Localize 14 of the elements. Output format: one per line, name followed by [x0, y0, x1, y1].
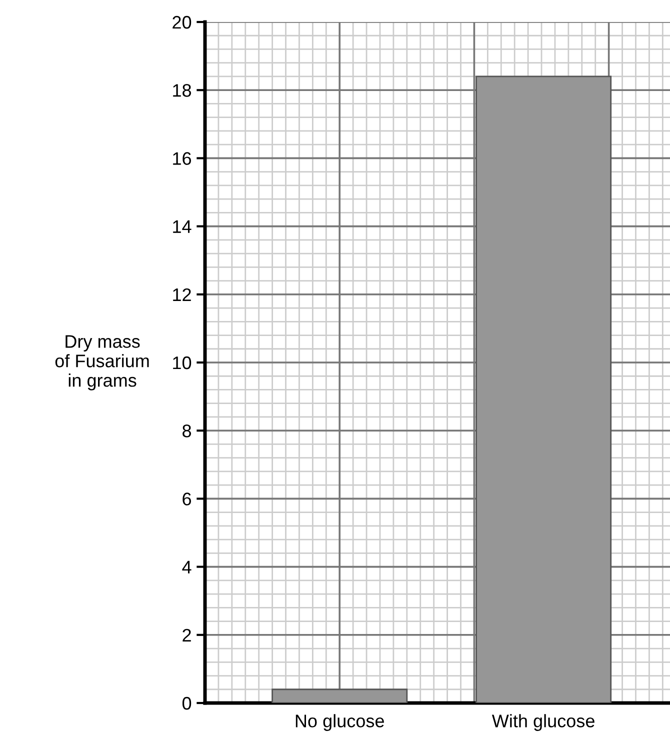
y-tick-label: 20 — [172, 16, 192, 29]
y-tick-label: 6 — [182, 492, 192, 506]
y-tick-label: 18 — [173, 84, 192, 97]
y-axis-title: Dry mass of Fusarium in grams — [55, 335, 149, 390]
y-tick-label: 16 — [173, 152, 192, 165]
y-tick-label: 8 — [182, 424, 192, 438]
y-tick-label: 14 — [173, 220, 192, 233]
y-tick-label: 4 — [182, 560, 192, 574]
y-tick-label: 12 — [173, 288, 191, 301]
x-tick-label: No glucose — [296, 714, 384, 731]
y-tick-label: 2 — [182, 628, 191, 642]
y-tick-label: 0 — [182, 696, 192, 710]
x-tick-label: With glucose — [492, 714, 594, 731]
y-tick-label: 10 — [173, 356, 192, 370]
